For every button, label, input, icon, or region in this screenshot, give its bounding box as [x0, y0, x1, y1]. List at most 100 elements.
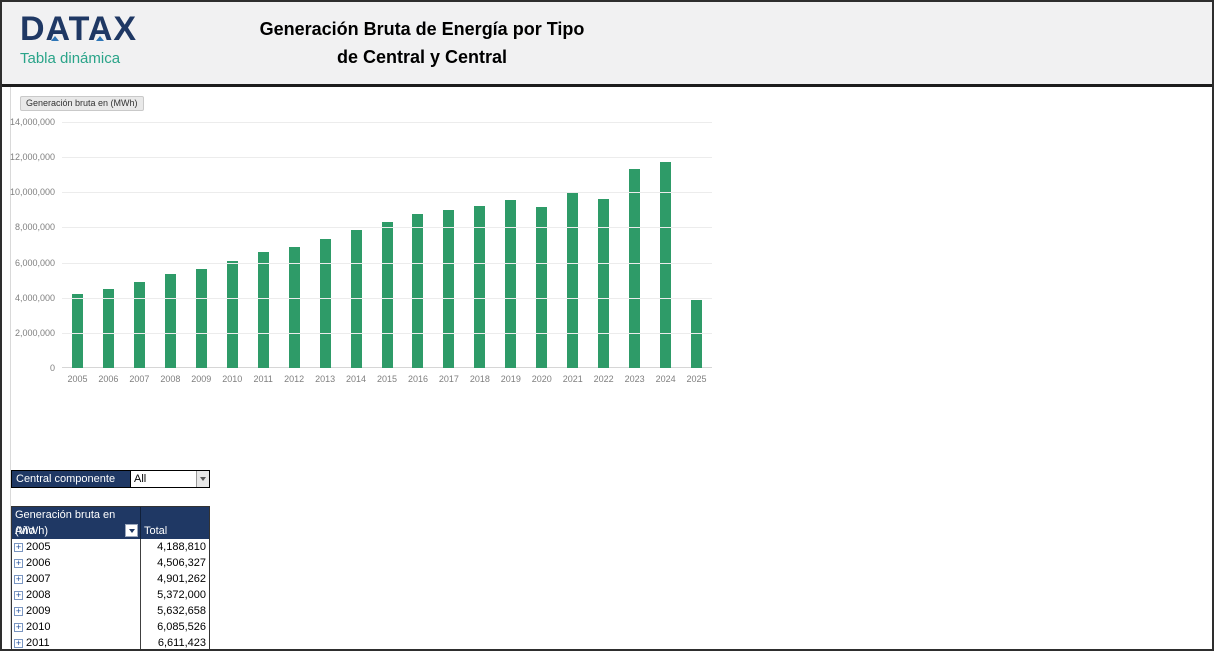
x-axis-tick-label: 2005 [67, 374, 88, 384]
logo-subtitle: Tabla dinámica [20, 50, 121, 67]
total-cell: 4,506,327 [157, 557, 206, 569]
chart-bar-2006 [102, 288, 114, 368]
chart-bar-2011 [257, 251, 269, 368]
pivot-row-2008: +2008 5,372,000 [12, 587, 209, 603]
x-axis-tick-label: 2006 [98, 374, 119, 384]
filter-dropdown-button[interactable] [196, 471, 209, 487]
x-axis-tick-label: 2015 [376, 374, 398, 384]
year-label: 2007 [26, 573, 51, 585]
chart-bar-2012 [288, 246, 300, 368]
pivot-filter-row: Central componente All [11, 470, 210, 488]
chart-bar-2023 [629, 169, 641, 368]
expand-button[interactable]: + [14, 573, 23, 584]
datax-logo: DATAX [20, 10, 137, 48]
x-axis-tick-label: 2019 [500, 374, 521, 384]
worksheet-area: Generación bruta en (MWh) 0 2,000,000 4,00… [2, 87, 1212, 649]
total-cell: 6,085,526 [157, 621, 206, 633]
x-axis-tick-label: 2008 [160, 374, 181, 384]
x-axis-tick-label: 2021 [562, 374, 583, 384]
year-cell: +2008 [12, 587, 141, 603]
x-axis-tick-label: 2016 [407, 374, 428, 384]
pivot-table-title-row: Generación bruta en (MWh) [12, 507, 209, 537]
bar-slot-2025 [681, 122, 712, 368]
bar-slot-2008 [155, 122, 186, 368]
expand-button[interactable]: + [14, 541, 23, 552]
chart-bar-2010 [226, 261, 238, 368]
chart-bar-2014 [350, 230, 362, 368]
bar-slot-2015 [372, 122, 403, 368]
bar-slot-2014 [341, 122, 372, 368]
year-cell: +2011 [12, 635, 141, 649]
x-axis-tick-label: 2022 [593, 374, 614, 384]
report-header: DATAX Tabla dinámica Generación Bruta de… [2, 2, 1212, 87]
worksheet-edge-line [10, 87, 11, 648]
bar-slot-2016 [402, 122, 433, 368]
filter-field-label: Central componente [11, 470, 130, 488]
pivot-row-2005: +2005 4,188,810 [12, 539, 209, 555]
year-label: 2006 [26, 557, 51, 569]
y-axis-tick-label: 0 [49, 363, 55, 373]
filter-value-cell[interactable]: All [130, 470, 210, 488]
pivot-table: Generación bruta en (MWh) Año Total +200… [11, 506, 210, 649]
logo-triangle-icon [96, 36, 104, 41]
bar-slot-2006 [93, 122, 124, 368]
row-header-label: Año [15, 525, 35, 537]
chart-y-axis: 0 2,000,000 4,000,000 6,000,000 8,000,000 10,… [2, 117, 55, 373]
expand-button[interactable]: + [14, 589, 23, 600]
gridline [62, 332, 712, 334]
chart-bar-2008 [164, 273, 176, 368]
gridline [62, 157, 712, 159]
year-cell: +2007 [12, 571, 141, 587]
y-axis-tick-label: 2,000,000 [14, 327, 55, 338]
bar-slot-2010 [217, 122, 248, 368]
year-label: 2010 [26, 621, 51, 633]
x-axis-tick-label: 2020 [531, 374, 552, 384]
bar-slot-2023 [619, 122, 650, 368]
total-cell: 5,372,000 [157, 589, 206, 601]
gridline [62, 262, 712, 264]
pivot-row-2006: +2006 4,506,327 [12, 555, 209, 571]
total-cell: 5,632,658 [157, 605, 206, 617]
y-axis-tick-label: 12,000,000 [9, 152, 55, 163]
expand-button[interactable]: + [14, 621, 23, 632]
report-title-line2: de Central y Central [336, 47, 508, 67]
datax-logo-text: DATAX [20, 10, 138, 48]
pivot-table-title: Generación bruta en (MWh) [12, 507, 141, 537]
filter-selected-value: All [134, 473, 147, 485]
report-title-line1: Generación Bruta de Energía por Tipo [259, 19, 585, 39]
expand-button[interactable]: + [14, 605, 23, 616]
total-cell: 6,611,423 [157, 637, 206, 649]
chart-bar-2021 [567, 192, 579, 368]
expand-button[interactable]: + [14, 637, 23, 648]
bar-slot-2005 [62, 122, 93, 368]
x-axis-tick-label: 2007 [129, 374, 150, 384]
bar-slot-2017 [433, 122, 464, 368]
year-label: 2008 [26, 589, 51, 601]
pivot-chart-field-button[interactable]: Generación bruta en (MWh) [20, 96, 144, 111]
x-axis-tick-label: 2009 [191, 374, 212, 384]
logo-triangle-icon [51, 36, 59, 41]
bar-slot-2021 [557, 122, 588, 368]
bar-chart-plot-area [62, 122, 712, 368]
pivot-row-2011: +2011 6,611,423 [12, 635, 209, 649]
bar-slot-2009 [186, 122, 217, 368]
gridline [62, 192, 712, 194]
chart-bar-2019 [505, 200, 517, 368]
row-filter-dropdown-button[interactable] [125, 524, 138, 537]
chart-bar-2009 [195, 269, 207, 368]
chart-bar-2013 [319, 239, 331, 368]
year-label: 2005 [26, 541, 51, 553]
x-axis-tick-label: 2023 [624, 374, 645, 384]
expand-button[interactable]: + [14, 557, 23, 568]
chart-bar-2025 [691, 300, 703, 368]
chart-bar-2018 [474, 205, 486, 368]
pivot-table-title-spacer [141, 507, 209, 523]
year-cell: +2010 [12, 619, 141, 635]
bar-slot-2011 [248, 122, 279, 368]
bar-slot-2020 [526, 122, 557, 368]
year-cell: +2009 [12, 603, 141, 619]
total-cell: 4,901,262 [157, 573, 206, 585]
report-title: Generación Bruta de Energía por Tipo de … [122, 15, 722, 71]
x-axis-tick-label: 2011 [253, 374, 273, 384]
pivot-row-2010: +2010 6,085,526 [12, 619, 209, 635]
